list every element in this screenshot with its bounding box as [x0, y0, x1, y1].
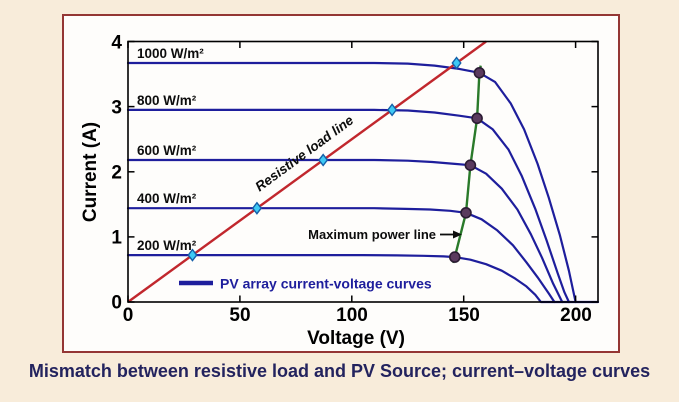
x-axis-title: Voltage (V) [307, 328, 405, 349]
operating-point-marker [387, 103, 398, 117]
iv-curve-800 [126, 108, 570, 304]
curve-label-1000: 1000 W/m² [137, 46, 204, 61]
iv-curve-600 [126, 158, 564, 304]
iv-curve-1000 [126, 61, 577, 304]
x-tick-label-50: 50 [229, 305, 250, 326]
operating-point-marker [251, 201, 262, 215]
y-tick-label-1: 1 [111, 228, 122, 249]
max-power-point-marker [473, 67, 486, 79]
resistive-load-line-label: Resistive load line [252, 112, 356, 194]
max-power-point-marker [460, 207, 472, 219]
operating-point-marker [318, 153, 329, 167]
iv-curve-400 [126, 207, 556, 304]
curve-label-600: 600 W/m² [137, 143, 197, 158]
x-tick-label-0: 0 [123, 305, 134, 326]
y-tick-label-3: 3 [111, 98, 122, 119]
figure-panel [62, 14, 620, 353]
plot-area [126, 40, 600, 304]
max-power-point-marker [448, 251, 461, 263]
y-tick-label-4: 4 [111, 33, 122, 54]
x-tick-label-200: 200 [560, 305, 592, 326]
operating-point-marker [187, 248, 198, 262]
resistive-load-line [127, 40, 487, 303]
figure-caption: Mismatch between resistive load and PV S… [28, 361, 651, 381]
iv-curve-200 [126, 254, 600, 304]
curve-label-200: 200 W/m² [137, 238, 197, 253]
y-tick-label-2: 2 [111, 163, 122, 184]
x-tick-label-100: 100 [336, 305, 368, 326]
legend: PV array current-voltage curves [179, 276, 432, 292]
curve-label-400: 400 W/m² [137, 191, 197, 206]
y-tick-label-0: 0 [111, 293, 122, 314]
operating-point-marker [451, 56, 462, 70]
y-axis-title: Current (A) [80, 122, 101, 222]
right-arrow-icon [440, 230, 462, 239]
x-tick-label-150: 150 [448, 305, 480, 326]
max-power-point-marker [471, 112, 483, 125]
legend-label: PV array current-voltage curves [220, 276, 432, 292]
maximum-power-line-label: Maximum power line [308, 227, 436, 242]
max-power-point-marker [464, 159, 477, 171]
curve-label-800: 800 W/m² [137, 93, 197, 108]
